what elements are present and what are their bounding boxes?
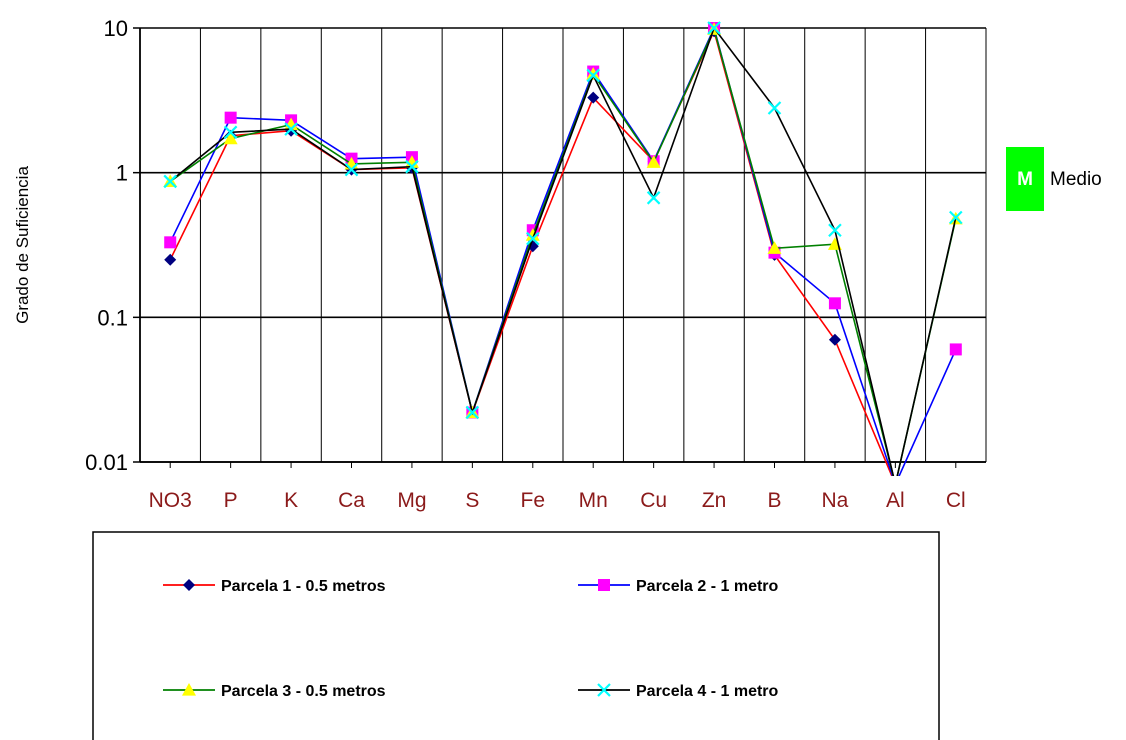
x-tick-label: Cl: [946, 489, 966, 512]
side-label-text: Medio: [1050, 169, 1102, 190]
data-point: [586, 68, 600, 83]
data-point: [526, 231, 540, 246]
side-label-letter: M: [1017, 169, 1033, 190]
side-label: M Medio: [1006, 147, 1102, 211]
x-tick-label: Na: [821, 489, 848, 512]
data-point: [767, 241, 782, 254]
data-point: [646, 155, 661, 168]
x-tick-label: P: [224, 489, 238, 512]
data-point: [164, 253, 177, 266]
data-point: [163, 174, 177, 189]
y-axis-label: Grado de Suficiencia: [13, 166, 32, 324]
legend-entry-4: Parcela 4 - 1 metro: [578, 683, 779, 700]
y-tick-label: 1: [116, 161, 128, 186]
x-tick-label: Mg: [397, 489, 426, 512]
series-4: [163, 21, 963, 476]
data-point: [949, 343, 962, 356]
legend-label: Parcela 3 - 0.5 metros: [221, 683, 386, 700]
data-point: [828, 297, 841, 310]
legend-entry-2: Parcela 2 - 1 metro: [578, 578, 779, 595]
data-point: [465, 405, 480, 420]
series-line: [169, 26, 957, 476]
series-line: [169, 28, 893, 476]
legend-marker: [597, 683, 611, 697]
side-label-badge: [1006, 147, 1044, 211]
data-point: [405, 159, 419, 174]
data-point: [164, 236, 177, 249]
x-tick-label: Fe: [521, 489, 546, 512]
x-tick-label: B: [767, 489, 781, 512]
data-point: [828, 223, 842, 238]
legend-box: [92, 531, 940, 740]
data-point: [284, 122, 298, 136]
y-tick-labels: 10 1 0.1 0.01: [85, 16, 128, 475]
legend-entry-3: Parcela 3 - 0.5 metros: [163, 683, 386, 700]
data-point: [587, 91, 600, 104]
legend-marker: [183, 579, 195, 591]
series-line: [169, 26, 957, 476]
axes: [139, 28, 986, 463]
data-point: [223, 131, 238, 145]
data-point: [223, 125, 238, 140]
data-point: [707, 21, 721, 35]
x-tick-label: S: [465, 489, 479, 512]
y-tick-label: 10: [104, 16, 128, 41]
legend-marker: [598, 579, 610, 591]
series-1: [164, 25, 893, 476]
x-tick-labels: NO3 P K Ca Mg S Fe Mn Cu Zn B Na Al Cl: [149, 462, 966, 512]
legend-marker: [182, 683, 196, 696]
data-point: [586, 67, 601, 80]
legend-entry-1: Parcela 1 - 0.5 metros: [163, 578, 386, 595]
legend-label: Parcela 2 - 1 metro: [636, 578, 779, 595]
data-point: [767, 101, 782, 115]
data-point: [828, 333, 841, 346]
series-line: [169, 25, 957, 476]
x-tick-label: K: [284, 489, 298, 512]
data-point: [646, 191, 661, 205]
x-tick-label: Mn: [579, 489, 608, 512]
data-point: [525, 228, 540, 241]
x-tick-label: Al: [886, 489, 905, 512]
legend-label: Parcela 4 - 1 metro: [636, 683, 779, 700]
x-tick-label: Zn: [702, 489, 727, 512]
x-tick-label: Cu: [640, 489, 667, 512]
data-point: [224, 111, 237, 124]
data-point: [949, 210, 963, 225]
x-tick-label: NO3: [149, 489, 192, 512]
data-point: [344, 162, 359, 177]
legend: Parcela 1 - 0.5 metros Parcela 2 - 1 metr…: [92, 531, 940, 740]
y-tick-label: 0.01: [85, 450, 128, 475]
legend-label: Parcela 1 - 0.5 metros: [221, 578, 386, 595]
x-tick-label: Ca: [338, 489, 365, 512]
y-tick-label: 0.1: [97, 305, 128, 330]
series-layer: [163, 21, 963, 476]
